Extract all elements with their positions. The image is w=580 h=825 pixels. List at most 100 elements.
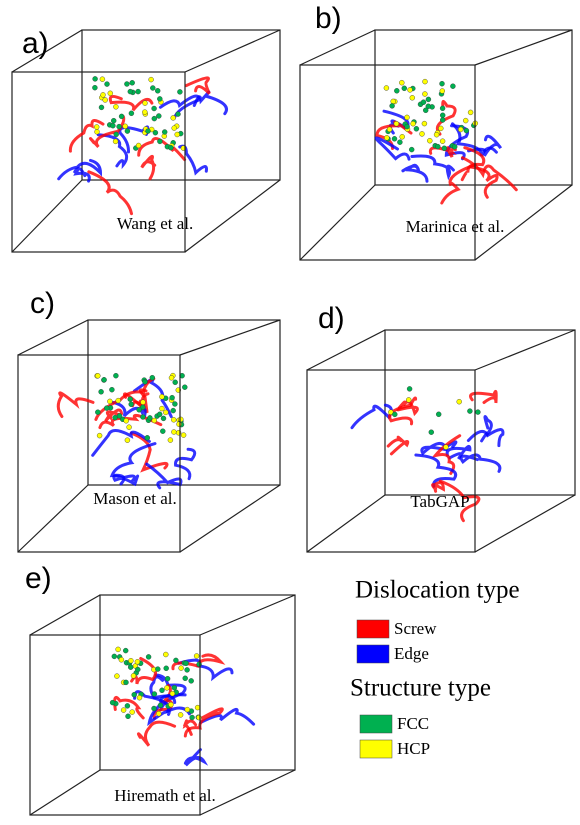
dislocation-line <box>98 135 126 166</box>
atom-cluster <box>157 139 162 144</box>
atom-cluster <box>178 417 183 422</box>
atom-cluster <box>142 110 147 115</box>
atom-cluster <box>421 100 426 105</box>
legend-label: Screw <box>394 619 437 638</box>
atom-cluster <box>468 110 473 115</box>
dislocation-line <box>185 750 204 766</box>
atom-cluster <box>185 707 190 712</box>
atom-cluster <box>130 80 135 85</box>
atom-cluster <box>397 140 402 145</box>
panel-caption: TabGAP <box>410 492 469 511</box>
atom-cluster <box>161 416 166 421</box>
atom-cluster <box>146 654 151 659</box>
atom-cluster <box>436 412 441 417</box>
atom-cluster <box>125 703 130 708</box>
panel: e)Hiremath et al. <box>25 562 295 815</box>
atom-cluster <box>123 124 128 129</box>
atom-cluster <box>195 705 200 710</box>
dislocation-line <box>388 437 408 454</box>
atom-cluster <box>423 108 428 113</box>
atom-cluster <box>442 146 447 151</box>
atom-cluster <box>422 92 427 97</box>
atom-cluster <box>113 373 118 378</box>
legend-swatch <box>360 740 392 758</box>
atom-cluster <box>107 399 112 404</box>
atom-cluster <box>423 79 428 84</box>
atom-cluster <box>152 706 157 711</box>
atom-cluster <box>408 87 413 92</box>
atom-cluster <box>99 389 104 394</box>
atom-cluster <box>121 708 126 713</box>
atom-cluster <box>168 438 173 443</box>
dislocation-line <box>470 391 496 403</box>
atom-cluster <box>143 101 148 106</box>
atom-cluster <box>467 409 472 414</box>
atom-cluster <box>130 710 135 715</box>
atom-cluster <box>392 136 397 141</box>
panel-label: a) <box>22 27 49 60</box>
atom-cluster <box>183 676 188 681</box>
atom-cluster <box>125 438 130 443</box>
atom-cluster <box>128 658 133 663</box>
atom-cluster <box>95 129 100 134</box>
legend-title: Dislocation type <box>355 577 520 604</box>
atom-cluster <box>440 118 445 123</box>
atom-cluster <box>135 659 140 664</box>
atom-cluster <box>113 104 118 109</box>
atom-cluster <box>163 410 168 415</box>
atom-cluster <box>400 134 405 139</box>
atom-cluster <box>102 377 107 382</box>
atom-cluster <box>156 711 161 716</box>
atom-cluster <box>407 386 412 391</box>
atom-cluster <box>475 410 480 415</box>
atom-cluster <box>112 654 117 659</box>
atom-cluster <box>190 715 195 720</box>
atom-cluster <box>155 88 160 93</box>
atom-cluster <box>119 657 124 662</box>
atom-cluster <box>452 144 457 149</box>
atom-cluster <box>189 678 194 683</box>
atom-cluster <box>181 433 186 438</box>
atom-cluster <box>384 86 389 91</box>
atom-cluster <box>116 647 121 652</box>
atom-cluster <box>457 399 462 404</box>
panel-caption: Mason et al. <box>93 489 177 508</box>
atom-cluster <box>157 96 162 101</box>
cube-edge <box>185 180 280 252</box>
atom-cluster <box>427 138 432 143</box>
atom-cluster <box>150 375 155 380</box>
atom-cluster <box>137 695 142 700</box>
atom-cluster <box>406 397 411 402</box>
atom-cluster <box>113 139 118 144</box>
atom-cluster <box>128 665 133 670</box>
atom-cluster <box>450 84 455 89</box>
atom-cluster <box>119 114 124 119</box>
atom-cluster <box>157 412 162 417</box>
atom-cluster <box>108 91 113 96</box>
atom-cluster <box>159 394 164 399</box>
atom-cluster <box>152 692 157 697</box>
atom-cluster <box>111 118 116 123</box>
legend-label: Edge <box>394 644 429 663</box>
atom-cluster <box>146 129 151 134</box>
atom-cluster <box>173 658 178 663</box>
cube-edge <box>30 770 100 815</box>
atom-cluster <box>128 89 133 94</box>
atom-cluster <box>126 714 131 719</box>
atom-cluster <box>164 666 169 671</box>
atom-cluster <box>390 103 395 108</box>
atom-cluster <box>405 115 410 120</box>
dislocation-line <box>89 172 132 214</box>
atom-cluster <box>182 385 187 390</box>
panel: a)Wang et al. <box>12 27 280 252</box>
legend-swatch <box>357 620 389 638</box>
atom-cluster <box>152 418 157 423</box>
atom-cluster <box>197 662 202 667</box>
atom-cluster <box>173 380 178 385</box>
dislocation-line <box>186 78 209 94</box>
atom-cluster <box>155 667 160 672</box>
cube-edge <box>185 30 280 72</box>
legend-label: HCP <box>397 739 430 758</box>
atom-cluster <box>129 402 134 407</box>
atom-cluster <box>177 89 182 94</box>
